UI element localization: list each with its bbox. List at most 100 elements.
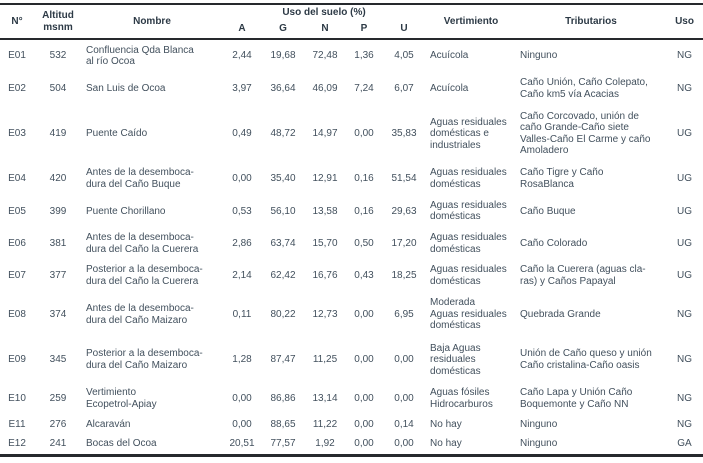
cell-uso: NG <box>677 354 693 366</box>
column-header-altitud: Altitud msnm <box>34 4 82 40</box>
cell-num: E02 <box>8 82 26 94</box>
cell-vertimiento: Aguas residuales domésticas <box>430 232 507 255</box>
cell-nombre: Bocas del Ocoa <box>86 438 157 450</box>
cell-g: 87,47 <box>270 354 296 366</box>
cell-uso: NG <box>677 50 693 62</box>
cell-altitud: 399 <box>49 205 67 217</box>
cell-uso: UG <box>677 237 693 249</box>
cell-vertimiento: Aguas residuales domésticas <box>430 199 507 223</box>
column-header-uso: Uso <box>666 4 703 40</box>
cell-num: E01 <box>8 50 26 62</box>
table-body: E01 532 Confluencia Qda Blanca al río Ocoa… <box>0 39 703 456</box>
cell-a: 3,97 <box>232 82 252 94</box>
cell-a: 0,00 <box>232 418 252 430</box>
cell-nombre: Antes de la desemboca- dura del Caño Buq… <box>86 167 194 190</box>
cell-a: 0,53 <box>232 205 252 217</box>
cell-altitud: 345 <box>49 354 67 366</box>
cell-tributarios: Caño la Cuerera (aguas cla- ras) y Caños… <box>520 264 646 287</box>
cell-num: E10 <box>8 392 26 404</box>
cell-n: 72,48 <box>312 50 338 62</box>
cell-g: 62,42 <box>270 270 296 282</box>
cell-vertimiento: No hay <box>430 418 462 430</box>
column-header-n: N <box>304 20 346 40</box>
cell-nombre: Confluencia Qda Blanca al río Ocoa <box>86 44 194 68</box>
cell-vertimiento: Aguas residuales domésticas <box>430 264 507 287</box>
cell-nombre: Posterior a la desemboca- dura del Caño … <box>86 264 203 287</box>
cell-p: 0,00 <box>354 418 374 430</box>
cell-n: 14,97 <box>312 128 338 140</box>
cell-p: 0,00 <box>354 308 374 320</box>
cell-n: 13,14 <box>312 392 338 404</box>
cell-u: 0,00 <box>394 392 414 404</box>
column-header-u: U <box>382 20 427 40</box>
cell-num: E08 <box>8 308 26 320</box>
cell-uso: NG <box>677 418 693 430</box>
cell-p: 0,00 <box>354 392 374 404</box>
cell-nombre: Puente Caído <box>86 128 148 140</box>
column-header-a: A <box>222 20 262 40</box>
cell-altitud: 532 <box>49 50 67 62</box>
cell-u: 35,83 <box>391 128 417 140</box>
cell-p: 0,16 <box>354 173 374 185</box>
cell-tributarios: Caño Corcovado, unión de caño Grande-Cañ… <box>520 110 651 157</box>
cell-tributarios: Quebrada Grande <box>520 308 601 320</box>
cell-u: 0,00 <box>394 354 414 366</box>
cell-n: 11,25 <box>312 354 338 366</box>
cell-vertimiento: No hay <box>430 438 462 450</box>
cell-nombre: Vertimiento Ecopetrol-Apiay <box>86 387 157 410</box>
cell-nombre: Posterior a la desemboca- dura del Caño … <box>86 348 203 371</box>
cell-n: 12,73 <box>312 308 338 320</box>
cell-u: 0,00 <box>394 438 414 450</box>
table-row: E07 377 Posterior a la desemboca- dura del… <box>0 260 703 292</box>
table-row: E12 241 Bocas del Ocoa 20,51 77,57 1,92 0,00 0,… <box>0 434 703 455</box>
cell-u: 29,63 <box>391 205 417 217</box>
table-row: E03 419 Puente Caído 0,49 48,72 14,97 0,00 35,8… <box>0 105 703 163</box>
cell-g: 86,86 <box>270 392 296 404</box>
column-header-p: P <box>346 20 382 40</box>
cell-uso: UG <box>677 205 693 217</box>
cell-p: 0,16 <box>354 205 374 217</box>
cell-u: 18,25 <box>391 270 417 282</box>
cell-a: 2,86 <box>232 237 252 249</box>
cell-vertimiento: Aguas residuales domésticas <box>430 167 507 190</box>
column-header-tributarios: Tributarios <box>516 4 667 40</box>
cell-tributarios: Caño Lapa y Unión Caño Boquemonte y Caño… <box>520 387 633 410</box>
column-header-num: N° <box>0 4 34 40</box>
table-row: E05 399 Puente Chorillano 0,53 56,10 13,58 0,1… <box>0 195 703 227</box>
cell-u: 0,14 <box>394 418 414 430</box>
cell-a: 0,49 <box>232 128 252 140</box>
cell-num: E07 <box>8 270 26 282</box>
cell-p: 0,00 <box>354 354 374 366</box>
cell-nombre: Alcaraván <box>86 418 131 430</box>
cell-p: 1,36 <box>354 50 374 62</box>
cell-uso: UG <box>677 128 693 140</box>
cell-n: 1,92 <box>315 438 335 450</box>
cell-altitud: 374 <box>49 308 67 320</box>
cell-tributarios: Caño Tigre y Caño RosaBlanca <box>520 167 604 190</box>
cell-vertimiento: Baja Aguas residuales domésticas <box>430 342 481 377</box>
column-header-nombre: Nombre <box>82 4 222 40</box>
cell-altitud: 381 <box>49 237 67 249</box>
cell-g: 77,57 <box>270 438 296 450</box>
table-row: E11 276 Alcaraván 0,00 88,65 11,22 0,00 0,14 No … <box>0 415 703 435</box>
cell-g: 19,68 <box>270 50 296 62</box>
header-row-main: N° Altitud msnm Nombre Uso del suelo (%)… <box>0 4 703 40</box>
cell-num: E11 <box>8 418 26 430</box>
cell-altitud: 276 <box>49 418 67 430</box>
header-row-sub: A G N P U <box>0 20 703 40</box>
cell-g: 56,10 <box>270 205 296 217</box>
cell-g: 36,64 <box>270 82 296 94</box>
cell-n: 16,76 <box>312 270 338 282</box>
cell-a: 2,44 <box>232 50 252 62</box>
cell-a: 2,14 <box>232 270 252 282</box>
cell-num: E03 <box>8 128 26 140</box>
cell-uso: UG <box>677 270 693 282</box>
table-row: E04 420 Antes de la desemboca- dura del Ca… <box>0 163 703 195</box>
cell-nombre: Puente Chorillano <box>86 205 166 217</box>
cell-p: 7,24 <box>354 82 374 94</box>
cell-n: 15,70 <box>312 237 338 249</box>
column-header-uso-del-suelo: Uso del suelo (%) <box>282 7 366 18</box>
cell-g: 80,22 <box>270 308 296 320</box>
cell-u: 51,54 <box>391 173 417 185</box>
cell-u: 6,07 <box>394 82 414 94</box>
